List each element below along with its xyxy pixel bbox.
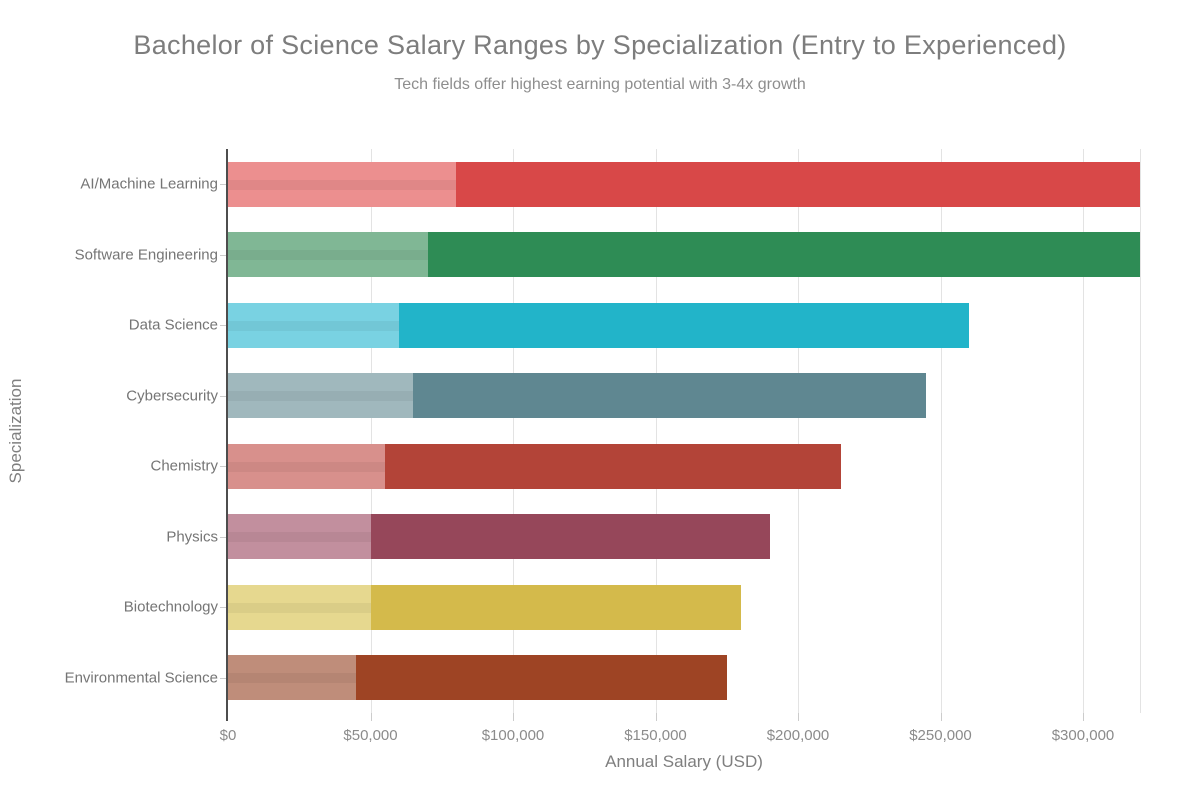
experienced-salary-segment bbox=[413, 373, 927, 419]
bar-row bbox=[228, 584, 1140, 630]
bar-row bbox=[228, 302, 1140, 348]
category-label: Data Science bbox=[128, 316, 218, 334]
category-label: Software Engineering bbox=[74, 246, 218, 264]
entry-segment-band bbox=[228, 461, 385, 472]
entry-salary-segment bbox=[228, 232, 428, 278]
x-tick-label: $200,000 bbox=[766, 727, 830, 744]
bar-row bbox=[228, 655, 1140, 701]
x-tick-mark bbox=[940, 713, 942, 721]
x-tick-label: $300,000 bbox=[1051, 727, 1115, 744]
category-label: AI/Machine Learning bbox=[80, 175, 218, 193]
x-tick-mark bbox=[655, 713, 657, 721]
experienced-salary-segment bbox=[370, 514, 770, 560]
entry-salary-segment bbox=[228, 655, 357, 701]
bar-row bbox=[228, 161, 1140, 207]
x-tick-label: $0 bbox=[219, 727, 237, 744]
x-tick-mark bbox=[1083, 713, 1084, 721]
y-tick-mark bbox=[220, 184, 226, 186]
category-label: Physics bbox=[166, 528, 218, 546]
gridline bbox=[513, 149, 514, 713]
bar-row bbox=[228, 373, 1140, 419]
y-tick-mark bbox=[220, 677, 226, 679]
y-tick-mark bbox=[220, 395, 226, 397]
x-tick-label: $150,000 bbox=[624, 727, 687, 744]
entry-salary-segment bbox=[228, 161, 456, 207]
x-axis-title: Annual Salary (USD) bbox=[605, 752, 763, 771]
experienced-salary-segment bbox=[384, 443, 841, 489]
x-tick-label: $50,000 bbox=[343, 727, 398, 744]
y-axis-category-labels: AI/Machine Learning Software Engineering D… bbox=[0, 149, 218, 713]
y-axis-line bbox=[226, 149, 228, 721]
category-label: Cybersecurity bbox=[126, 387, 218, 405]
gridline bbox=[940, 149, 942, 713]
entry-segment-band bbox=[228, 179, 456, 190]
bar-row bbox=[228, 232, 1140, 278]
chart-title: Bachelor of Science Salary Ranges by Spe… bbox=[133, 30, 1067, 60]
entry-salary-segment bbox=[228, 584, 371, 630]
x-tick-mark bbox=[513, 713, 514, 721]
category-label: Biotechnology bbox=[123, 598, 218, 616]
experienced-salary-segment bbox=[399, 302, 969, 348]
experienced-salary-segment bbox=[356, 655, 727, 701]
y-tick-mark bbox=[220, 466, 226, 468]
entry-segment-band bbox=[228, 602, 371, 613]
x-tick-label: $250,000 bbox=[909, 727, 972, 744]
gridline bbox=[655, 149, 657, 713]
plot-area: $0 $50,000 $100,000 $150,000 $200,000 $250,00… bbox=[220, 149, 1141, 744]
gridline bbox=[1083, 149, 1084, 713]
bar-row bbox=[228, 514, 1140, 560]
x-tick-mark bbox=[370, 713, 372, 721]
y-tick-mark bbox=[220, 607, 226, 609]
bar-row bbox=[228, 443, 1140, 489]
y-tick-mark bbox=[220, 254, 226, 256]
x-tick-mark bbox=[798, 713, 799, 721]
entry-salary-segment bbox=[228, 443, 385, 489]
entry-segment-band bbox=[228, 250, 428, 261]
entry-salary-segment bbox=[228, 514, 371, 560]
chart-subtitle: Tech fields offer highest earning potent… bbox=[394, 76, 806, 93]
experienced-salary-segment bbox=[370, 584, 741, 630]
experienced-salary-segment bbox=[456, 161, 1140, 207]
gridline bbox=[370, 149, 372, 713]
x-tick-label: $100,000 bbox=[481, 727, 545, 744]
category-label: Chemistry bbox=[150, 457, 218, 475]
entry-segment-band bbox=[228, 391, 414, 402]
experienced-salary-segment bbox=[427, 232, 1140, 278]
entry-segment-band bbox=[228, 673, 357, 684]
y-tick-mark bbox=[220, 325, 226, 327]
y-axis-title: Specialization bbox=[6, 378, 25, 484]
gridline bbox=[1140, 149, 1141, 713]
y-tick-mark bbox=[220, 536, 226, 538]
entry-segment-band bbox=[228, 532, 371, 543]
x-tick-mark bbox=[226, 713, 228, 721]
entry-segment-band bbox=[228, 320, 399, 331]
gridline bbox=[798, 149, 799, 713]
entry-salary-segment bbox=[228, 373, 414, 419]
entry-salary-segment bbox=[228, 302, 399, 348]
category-label: Environmental Science bbox=[64, 669, 218, 687]
